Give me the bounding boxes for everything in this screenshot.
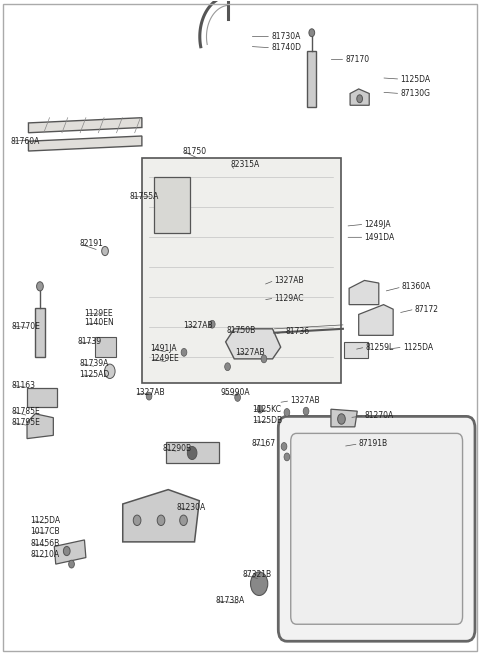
Ellipse shape [244, 336, 264, 353]
Text: 1125DA: 1125DA [30, 516, 60, 525]
Polygon shape [349, 280, 379, 305]
Circle shape [357, 95, 362, 103]
Ellipse shape [257, 202, 305, 251]
Circle shape [181, 348, 187, 356]
Text: 87172: 87172 [415, 305, 439, 314]
Text: 1140EN: 1140EN [84, 318, 114, 328]
Circle shape [102, 246, 108, 255]
Text: 81755A: 81755A [130, 193, 159, 201]
Text: 1327AB: 1327AB [235, 348, 265, 357]
Text: 87167: 87167 [252, 440, 276, 448]
Circle shape [251, 572, 268, 595]
Text: 1129AC: 1129AC [275, 293, 304, 303]
Polygon shape [27, 388, 57, 407]
Polygon shape [331, 409, 357, 427]
Bar [344, 342, 368, 358]
Text: 1125DB: 1125DB [252, 416, 282, 425]
Text: 87321B: 87321B [242, 570, 272, 579]
Text: 1327AB: 1327AB [290, 396, 320, 405]
Text: 82191: 82191 [80, 239, 104, 248]
Circle shape [146, 392, 152, 400]
Text: 81270A: 81270A [364, 411, 394, 421]
Text: 1327AB: 1327AB [135, 388, 164, 398]
Text: 81736: 81736 [286, 327, 310, 336]
Circle shape [337, 414, 345, 424]
Text: 1125KC: 1125KC [252, 405, 281, 414]
Text: 81290B: 81290B [162, 444, 192, 453]
Text: 81750B: 81750B [227, 326, 256, 335]
Text: 81230A: 81230A [177, 503, 206, 512]
Circle shape [235, 394, 240, 402]
Text: 87191B: 87191B [359, 440, 388, 448]
Text: 1125DA: 1125DA [400, 75, 431, 84]
Text: 82315A: 82315A [230, 160, 260, 168]
Text: 1125DA: 1125DA [403, 343, 433, 352]
Circle shape [309, 29, 315, 37]
Circle shape [36, 282, 43, 291]
FancyBboxPatch shape [278, 417, 475, 641]
Text: 1491JA: 1491JA [150, 344, 177, 353]
Bar [142, 158, 340, 383]
Text: 81740D: 81740D [271, 43, 301, 52]
Polygon shape [226, 329, 281, 359]
Text: 1327AB: 1327AB [275, 276, 304, 285]
Circle shape [187, 447, 197, 460]
Text: 81795E: 81795E [11, 418, 40, 427]
Polygon shape [28, 136, 142, 151]
Text: 81163: 81163 [11, 381, 35, 390]
Text: 81770E: 81770E [11, 322, 40, 331]
Text: 87130G: 87130G [400, 89, 431, 98]
Text: 81210A: 81210A [30, 550, 60, 559]
Text: 81739: 81739 [77, 337, 101, 346]
Bar [154, 177, 190, 233]
Text: 81750: 81750 [182, 147, 207, 155]
Circle shape [257, 405, 263, 413]
Bar [96, 337, 116, 357]
Circle shape [157, 515, 165, 525]
Text: 1249JA: 1249JA [364, 219, 391, 229]
Text: 1125AD: 1125AD [80, 370, 110, 379]
Text: 1129EE: 1129EE [84, 309, 113, 318]
Bar [308, 51, 316, 107]
Circle shape [225, 363, 230, 371]
Text: 87170: 87170 [345, 55, 370, 64]
Text: 81456B: 81456B [30, 538, 60, 548]
Polygon shape [359, 305, 393, 335]
Circle shape [63, 546, 70, 555]
Text: 1249EE: 1249EE [150, 354, 179, 364]
Polygon shape [350, 89, 369, 105]
Text: 95990A: 95990A [221, 388, 251, 398]
Text: 81738A: 81738A [215, 596, 244, 605]
Text: 81739A: 81739A [80, 359, 109, 368]
Circle shape [133, 515, 141, 525]
Circle shape [69, 560, 74, 568]
Polygon shape [54, 540, 86, 564]
Circle shape [303, 407, 309, 415]
Text: 1017CB: 1017CB [30, 527, 60, 536]
Circle shape [209, 320, 215, 328]
Text: 81360A: 81360A [402, 282, 431, 291]
Text: 1491DA: 1491DA [364, 233, 395, 242]
Text: 81259L: 81259L [365, 343, 394, 352]
Text: 81760A: 81760A [10, 137, 40, 145]
FancyBboxPatch shape [291, 434, 463, 624]
Circle shape [180, 515, 187, 525]
Circle shape [281, 443, 287, 451]
Circle shape [261, 355, 267, 363]
Polygon shape [27, 414, 53, 439]
Circle shape [284, 409, 290, 417]
Text: 81730A: 81730A [271, 32, 300, 41]
Bar [35, 308, 45, 357]
Bar [166, 442, 219, 464]
Polygon shape [28, 118, 142, 133]
Text: 81785E: 81785E [11, 407, 40, 416]
Circle shape [284, 453, 290, 461]
Polygon shape [123, 489, 199, 542]
Circle shape [105, 364, 115, 379]
Text: 1327AB: 1327AB [183, 321, 213, 330]
